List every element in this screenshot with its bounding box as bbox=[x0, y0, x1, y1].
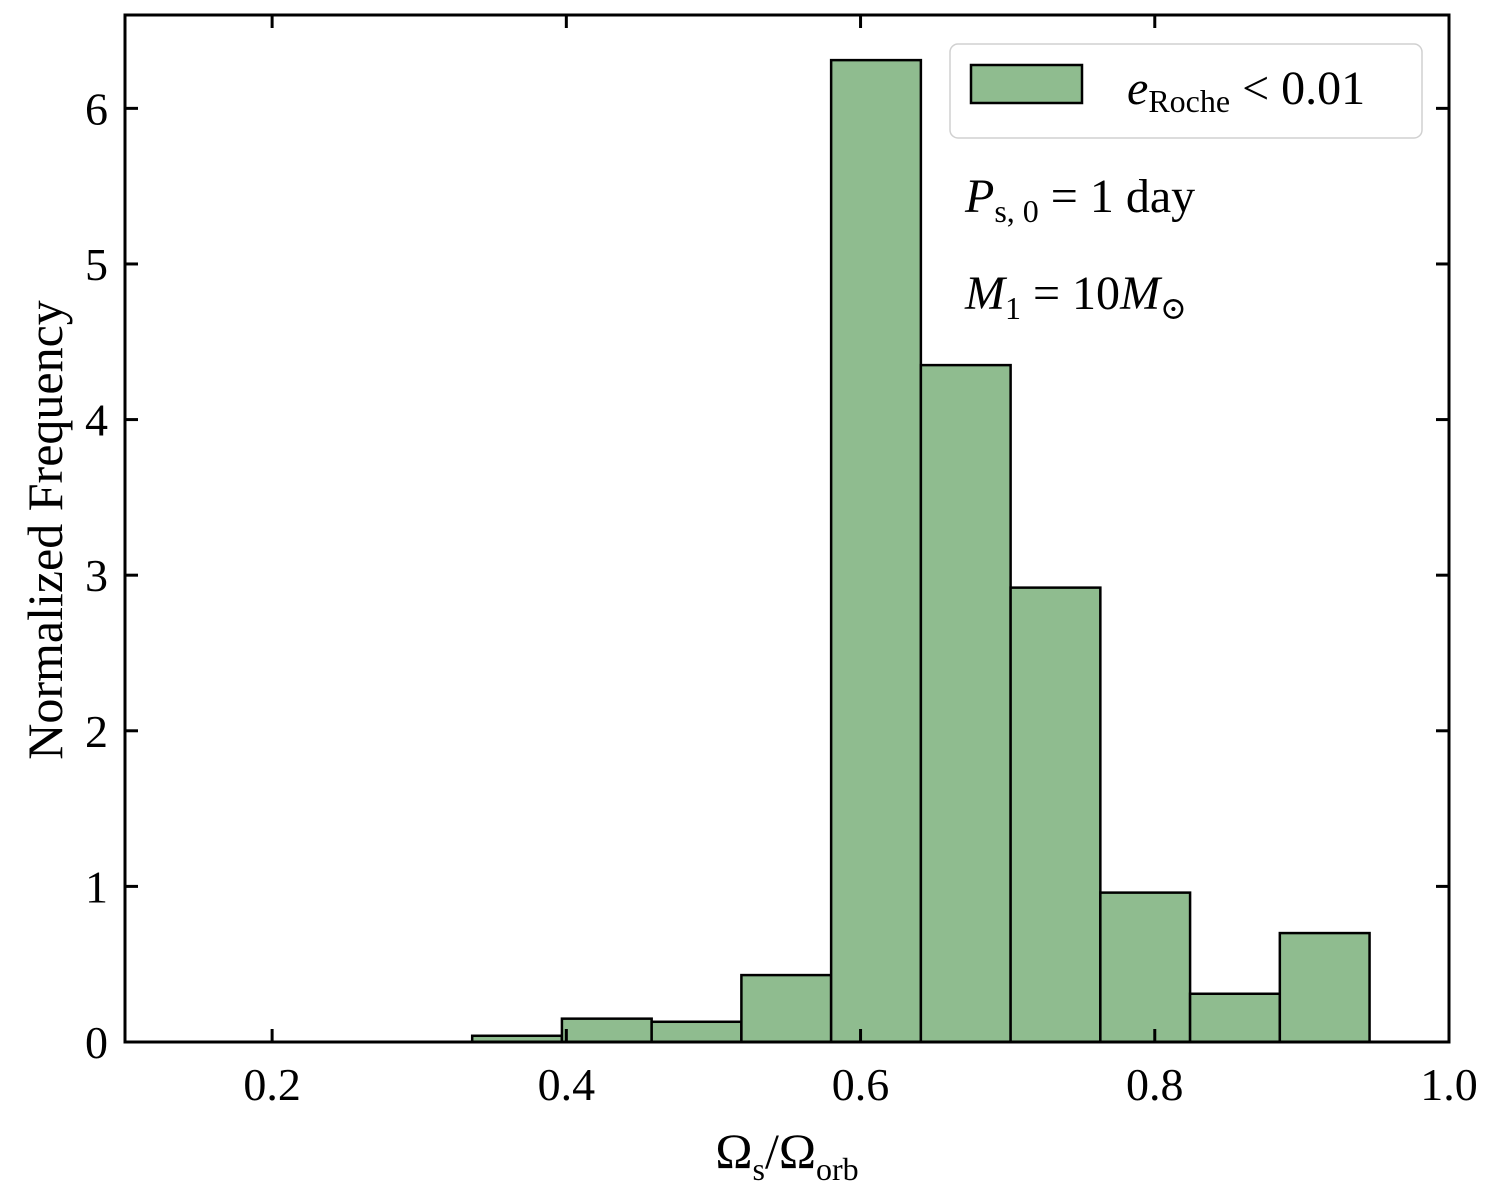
y-tick-label-2: 2 bbox=[85, 706, 108, 757]
bars-group bbox=[470, 58, 1371, 1044]
histogram-bar-8 bbox=[1099, 891, 1192, 1044]
x-tick-label-4: 1.0 bbox=[1420, 1059, 1478, 1110]
x-tick-labels: 0.2 0.4 0.6 0.8 1.0 bbox=[243, 1059, 1477, 1110]
annotation-mass: M1 = 10M⊙ bbox=[964, 267, 1187, 326]
y-tick-label-0: 0 bbox=[85, 1017, 108, 1068]
histogram-bar-10 bbox=[1278, 931, 1371, 1044]
histogram-bar-5 bbox=[829, 58, 923, 1044]
annotation-period: Ps, 0 = 1 day bbox=[964, 170, 1195, 229]
ticks-group bbox=[125, 15, 1451, 1044]
histogram-bar-4 bbox=[740, 973, 833, 1044]
histogram-bar-7 bbox=[1009, 586, 1102, 1044]
histogram-bar-9 bbox=[1188, 992, 1282, 1044]
y-tick-labels: 0 1 2 3 4 5 6 bbox=[85, 83, 108, 1068]
x-tick-label-1: 0.4 bbox=[538, 1059, 596, 1110]
y-tick-label-4: 4 bbox=[85, 395, 108, 446]
legend-swatch bbox=[969, 63, 1084, 105]
y-tick-label-3: 3 bbox=[85, 550, 108, 601]
histogram-bar-2 bbox=[560, 1017, 653, 1044]
y-tick-label-1: 1 bbox=[85, 861, 108, 912]
histogram-bar-3 bbox=[650, 1020, 743, 1044]
legend-label: eRoche < 0.01 bbox=[1127, 62, 1365, 119]
x-tick-label-0: 0.2 bbox=[243, 1059, 301, 1110]
x-axis-label: Ωs/Ωorb bbox=[715, 1123, 858, 1187]
y-axis-label: Normalized Frequency bbox=[17, 300, 73, 760]
y-tick-label-5: 5 bbox=[85, 239, 108, 290]
y-tick-label-6: 6 bbox=[85, 83, 108, 134]
x-tick-label-2: 0.6 bbox=[832, 1059, 890, 1110]
histogram-bar-6 bbox=[919, 363, 1012, 1044]
x-tick-label-3: 0.8 bbox=[1126, 1059, 1184, 1110]
legend: eRoche < 0.01 bbox=[949, 43, 1423, 139]
plot-frame bbox=[123, 13, 1451, 1044]
